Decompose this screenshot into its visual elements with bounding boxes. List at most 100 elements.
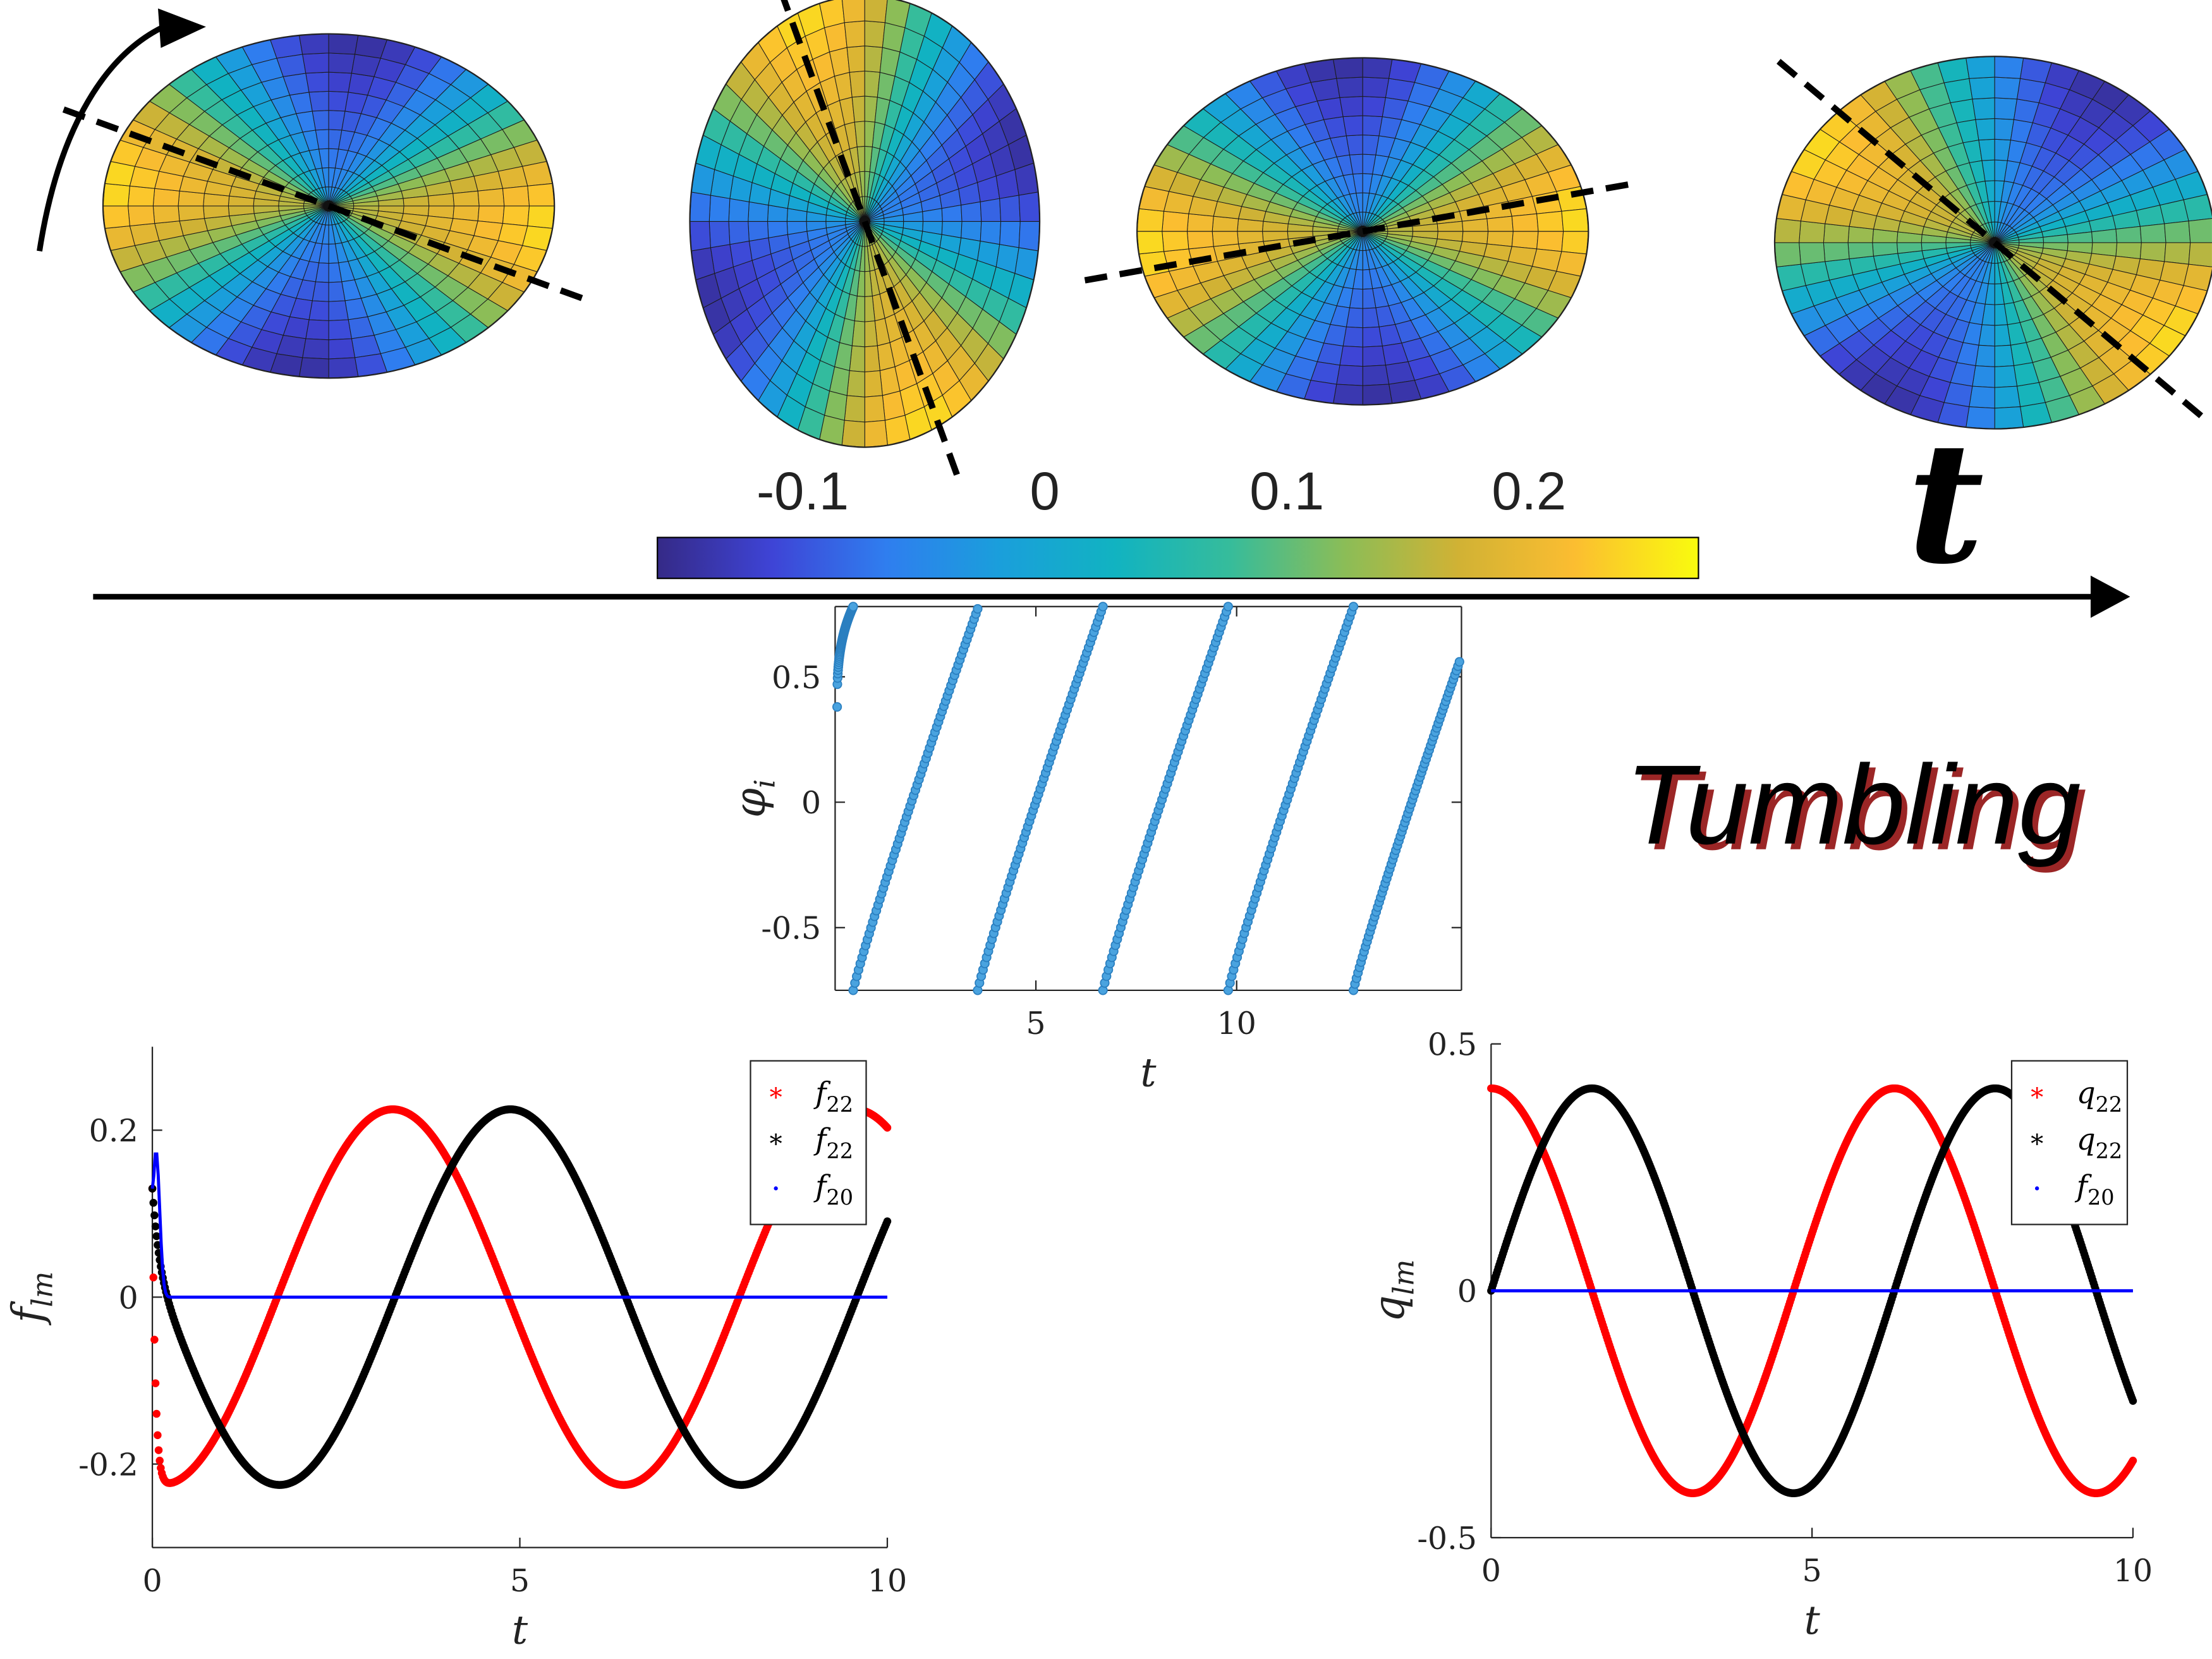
ellipsoid-mesh-cell [1362, 95, 1387, 118]
data-point [155, 1456, 164, 1465]
ellipsoid-symmetry-axis [781, 0, 964, 488]
ellipsoid-mesh-cell [1333, 384, 1363, 406]
ellipsoid-mesh-cell [1994, 56, 2024, 79]
ellipsoid-mesh-cell [844, 395, 865, 423]
ellipsoid-mesh-cell [1162, 210, 1189, 232]
colorbar: -0.1 0 0.1 0.2 [657, 461, 1699, 580]
ellipsoid-mesh-cell [1536, 231, 1564, 252]
phi-point [1454, 657, 1464, 667]
ellipsoid-mesh-cell [152, 188, 180, 207]
ellipsoid-mesh-cell [527, 183, 555, 207]
x-tick-label: 10 [2113, 1552, 2153, 1589]
ellipsoid-mesh-cell [980, 221, 1002, 245]
colorbar-tick-label: 0.2 [1492, 461, 1566, 521]
ellipsoid-mesh-cell [1969, 386, 1995, 409]
ellipsoid-mesh-cell [308, 90, 329, 112]
ellipsoid-mesh-cell [128, 205, 155, 227]
ellipsoid-mesh-cell [527, 205, 555, 229]
ellipsoid-mesh-cell [1994, 324, 2012, 347]
ellipsoid-mesh-cell [1994, 365, 2018, 388]
colorbar-tick-label: -0.1 [757, 461, 849, 521]
ellipsoid-mesh-cell [298, 357, 329, 379]
ellipsoid-mesh-cell [1362, 384, 1393, 406]
ellipsoid-mesh-cell [864, 370, 883, 398]
y-tick-label: -0.2 [78, 1446, 138, 1483]
data-point [151, 1222, 160, 1231]
y-axis-label: φi [726, 779, 782, 818]
ellipsoid-mesh-cell [1978, 138, 1995, 161]
ellipsoid-symmetry-axis [1776, 59, 2212, 427]
ellipsoid-mesh-cell [767, 221, 788, 238]
ellipsoid-mesh-cell [1847, 242, 1874, 260]
x-tick-label: 10 [868, 1562, 907, 1599]
ellipsoid-mesh-cell [1362, 307, 1380, 329]
ellipsoid-mesh-cell [941, 204, 963, 222]
ellipsoid-mesh-cell [708, 195, 731, 222]
data-point [149, 1273, 157, 1282]
data-point [150, 1335, 159, 1344]
y-tick-label: 0.5 [1428, 1026, 1477, 1063]
ellipsoid-mesh-cell [864, 46, 883, 73]
ellipsoid-mesh-cell [328, 33, 359, 55]
phi-segment [1098, 602, 1233, 995]
ellipsoid-mesh-cell [1237, 231, 1264, 245]
ellipsoid-mesh-cell [1186, 213, 1214, 232]
axis-gap-mask [1363, 992, 1469, 1000]
ellipsoid-mesh-cell [1774, 242, 1801, 267]
x-tick-label: 0 [1481, 1552, 1501, 1589]
ellipsoid-snapshots [62, 0, 2212, 488]
ellipsoid-outline [689, 0, 1041, 448]
x-axis-label: t [1140, 1050, 1157, 1096]
ellipsoid-mesh-cell [1975, 118, 1995, 141]
ellipsoid-mesh-cell [864, 395, 885, 423]
ellipsoid-mesh-cell [328, 319, 352, 341]
ellipsoid-mesh-cell [689, 221, 711, 252]
ellipsoid-mesh-cell [846, 46, 865, 73]
ellipsoid-mesh-cell [128, 185, 155, 207]
ellipsoid-mesh-cell [2188, 242, 2212, 267]
ellipsoid-mesh-cell [1561, 208, 1589, 232]
data-point [151, 1379, 160, 1387]
legend-marker: * [770, 1083, 782, 1112]
ellipsoid-mesh-cell [1972, 97, 1995, 120]
ellipsoid-mesh-cell [178, 205, 205, 222]
ellipsoid-mesh-cell [1561, 231, 1589, 255]
data-point [149, 1198, 157, 1207]
ellipsoid-mesh-cell [102, 205, 130, 229]
phi-point [1223, 602, 1233, 612]
y-tick-label: -0.5 [1417, 1520, 1477, 1557]
ellipsoid-mesh-cell [1972, 365, 1995, 388]
ellipsoid-mesh-cell [1511, 231, 1539, 250]
ellipsoid-mesh-cell [1969, 76, 1995, 100]
phi-segment [1348, 657, 1464, 995]
ellipsoid-mesh-cell [841, 420, 865, 448]
y-tick-label: 0.5 [772, 659, 821, 696]
ellipsoid-symmetry-axis [62, 106, 595, 306]
data-point [2129, 1456, 2137, 1465]
ellipsoid-mesh-cell [328, 281, 346, 302]
ellipsoid-mesh-cell [1966, 56, 1995, 79]
regime-label: Tumbling [1625, 741, 2081, 868]
y-tick-label: -0.5 [761, 910, 821, 947]
ellipsoid-mesh-cell [1186, 231, 1214, 250]
ellipsoid-mesh-cell [302, 52, 329, 74]
x-tick-label: 5 [1026, 1005, 1045, 1042]
y-axis-label: flm [3, 1272, 59, 1326]
ellipsoid [62, 33, 595, 379]
ellipsoid-mesh-cell [427, 193, 455, 207]
ellipsoid-outline [102, 33, 556, 379]
phi-point [832, 702, 842, 712]
y-tick-label: 0 [1457, 1273, 1477, 1310]
ellipsoid-mesh-cell [999, 195, 1021, 222]
phi-point [1348, 602, 1359, 612]
y-tick-label: 0 [801, 784, 821, 821]
ellipsoid-mesh-cell [2188, 218, 2212, 243]
ellipsoid-mesh-cell [728, 198, 750, 222]
ellipsoid-mesh-cell [1799, 221, 1826, 243]
ellipsoid-mesh-cell [980, 198, 1002, 222]
ellipsoid-mesh-cell [842, 0, 865, 23]
x-tick-label: 0 [142, 1562, 162, 1599]
x-tick-label: 5 [1802, 1552, 1822, 1589]
